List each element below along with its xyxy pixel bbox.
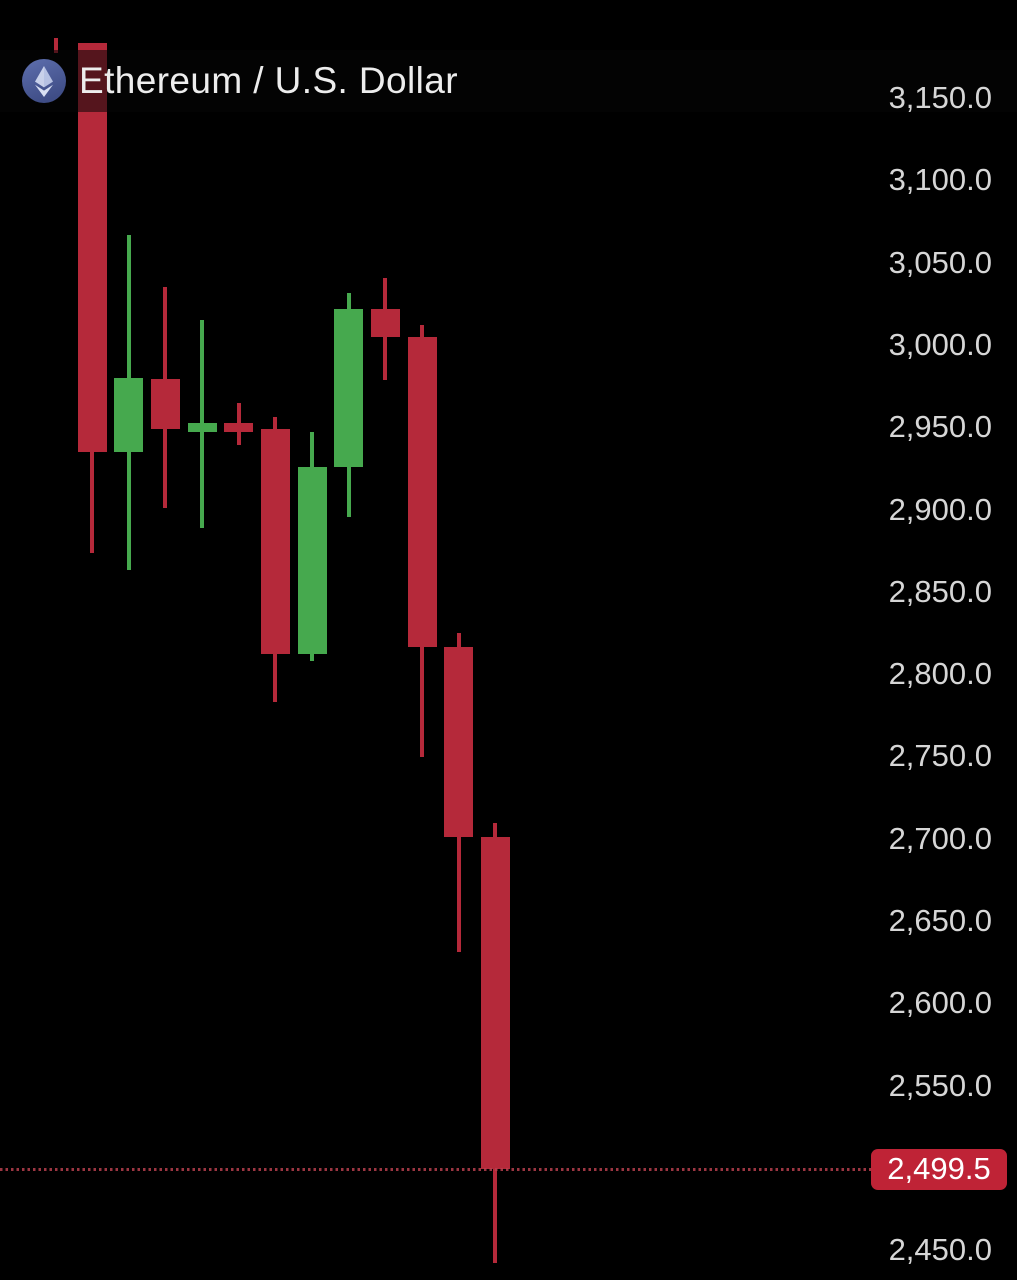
symbol-header[interactable]: Ethereum / U.S. Dollar — [22, 58, 458, 104]
candle-wick — [53, 37, 58, 53]
price-tick-label: 2,750.0 — [888, 738, 992, 774]
candle-body — [187, 423, 217, 433]
candle-body — [444, 646, 474, 838]
last-price-line — [0, 1167, 872, 1171]
candle-body — [297, 466, 327, 654]
price-tick-label: 2,850.0 — [888, 573, 992, 609]
price-tick-label: 3,050.0 — [888, 244, 992, 280]
candle-body — [407, 336, 437, 647]
price-tick-label: 3,150.0 — [888, 80, 992, 115]
symbol-title: Ethereum / U.S. Dollar — [79, 60, 458, 101]
ethereum-icon — [22, 59, 66, 103]
price-tick-label: 2,800.0 — [888, 656, 992, 692]
candle-body — [114, 377, 144, 452]
price-tick-label: 2,600.0 — [888, 985, 992, 1021]
candle-body — [224, 423, 254, 433]
price-tick-label: 2,900.0 — [888, 491, 992, 527]
price-tick-label: 3,000.0 — [888, 326, 992, 362]
price-axis[interactable]: 3,150.0 3,100.0 3,050.0 3,000.0 2,950.0 2,900… — [857, 0, 1017, 1280]
last-price-value: 2,499.5 — [887, 1151, 991, 1187]
candle-body — [370, 308, 400, 337]
price-tick-label: 2,700.0 — [888, 820, 992, 856]
candle-body — [334, 308, 364, 467]
price-tick-label: 2,950.0 — [888, 409, 992, 445]
candle-body — [480, 837, 510, 1169]
header-scrim — [0, 50, 1017, 112]
price-tick-label: 2,650.0 — [888, 903, 992, 938]
price-tick-label: 2,550.0 — [888, 1067, 992, 1103]
last-price-badge: 2,499.5 — [871, 1148, 1007, 1190]
candle-body — [150, 379, 180, 429]
price-tick-label: 2,450.0 — [888, 1232, 992, 1268]
price-tick-label: 3,100.0 — [888, 162, 992, 198]
candle-body — [260, 428, 290, 654]
